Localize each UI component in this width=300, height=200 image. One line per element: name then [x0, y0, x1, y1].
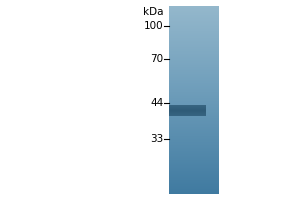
- Text: 44: 44: [150, 98, 164, 108]
- Text: 100: 100: [144, 21, 164, 31]
- Text: 33: 33: [150, 134, 164, 144]
- Text: kDa: kDa: [143, 7, 164, 17]
- Text: 70: 70: [150, 54, 164, 64]
